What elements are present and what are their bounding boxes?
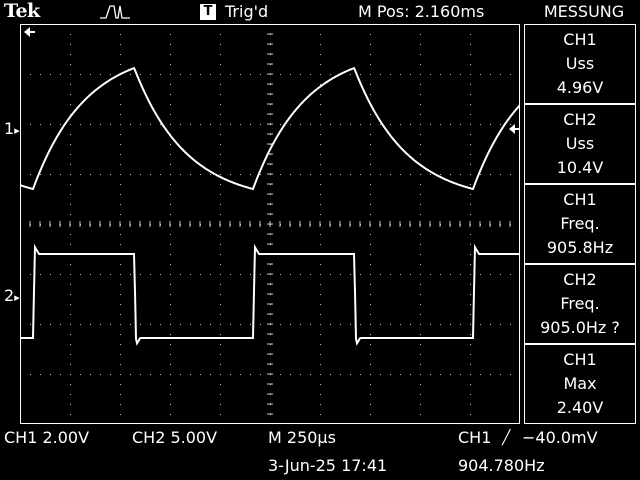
measurement-type: Freq. (560, 214, 600, 233)
brand-logo: Tek (4, 0, 40, 22)
measurement-panel-5[interactable]: CH1 Max 2.40V (524, 344, 636, 424)
ch2-marker: 2▸ (4, 287, 20, 307)
measurement-value: 2.40V (556, 398, 604, 417)
trigger-frequency: 904.780Hz (458, 456, 545, 475)
ch2-marker-label: 2 (4, 286, 15, 305)
measurement-channel: CH1 (563, 30, 597, 49)
measurement-value: 10.4V (556, 158, 604, 177)
trigger-status: Trig'd (225, 2, 269, 21)
trigger-level-icon (509, 124, 520, 134)
graticule-center-ticks (20, 24, 520, 424)
trigger-slope-icon: ╱ (502, 430, 511, 446)
measurement-panel-3[interactable]: CH1 Freq. 905.8Hz (524, 184, 636, 264)
measurement-value: 905.8Hz (546, 238, 614, 257)
ch1-marker-label: 1 (4, 119, 15, 138)
ch1-trace (20, 66, 520, 191)
measurement-panel-1[interactable]: CH1 Uss 4.96V (524, 24, 636, 104)
datetime: 3-Jun-25 17:41 (268, 456, 388, 475)
menu-title: MESSUNG (543, 2, 625, 21)
measurement-type: Freq. (560, 294, 600, 313)
trigger-mode-icon (100, 5, 130, 19)
horizontal-position: M Pos: 2.160ms (358, 2, 485, 21)
measurement-type: Uss (565, 134, 595, 153)
trigger-badge: T (200, 4, 216, 20)
ch1-marker-arrow-icon: ▸ (14, 124, 20, 137)
trigger-level: −40.0mV (522, 428, 598, 447)
measurement-channel: CH2 (563, 110, 597, 129)
trigger-source: CH1 (458, 428, 492, 447)
measurement-panel-4[interactable]: CH2 Freq. 905.0Hz ? (524, 264, 636, 344)
ch2-marker-arrow-icon: ▸ (14, 291, 20, 304)
measurement-channel: CH1 (563, 190, 597, 209)
ch1-scale: CH1 2.00V (4, 428, 90, 447)
measurement-panel-2[interactable]: CH2 Uss 10.4V (524, 104, 636, 184)
measurement-channel: CH1 (563, 350, 597, 369)
measurement-value: 905.0Hz ? (540, 318, 620, 337)
measurement-type: Max (563, 374, 597, 393)
measurement-type: Uss (565, 54, 595, 73)
trigger-position-icon (24, 27, 35, 37)
measurement-value: 4.96V (556, 78, 604, 97)
ch2-scale: CH2 5.00V (132, 428, 218, 447)
waveform-display (20, 24, 520, 424)
time-scale: M 250μs (268, 428, 336, 447)
ch1-marker: 1▸ (4, 120, 20, 140)
measurement-channel: CH2 (563, 270, 597, 289)
ch2-trace (20, 243, 520, 346)
